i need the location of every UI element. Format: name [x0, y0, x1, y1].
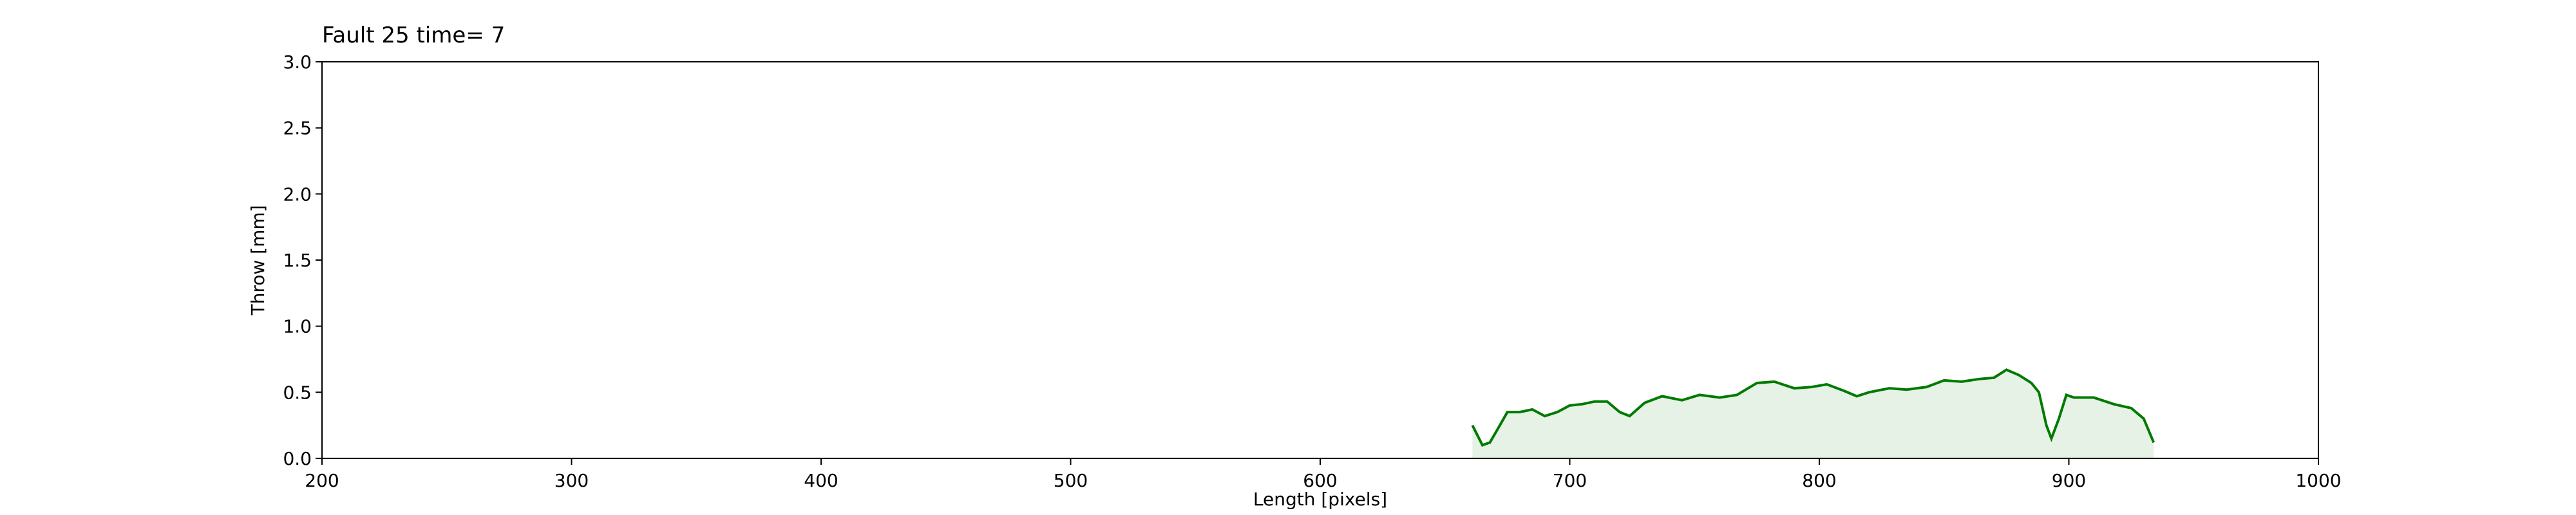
- y-tick-label: 3.0: [283, 52, 312, 73]
- y-axis-label: Throw [mm]: [247, 205, 269, 315]
- x-tick-label: 200: [305, 470, 339, 491]
- x-tick-label: 800: [1802, 470, 1836, 491]
- area: [1472, 370, 2154, 458]
- x-tick-label: 900: [2052, 470, 2086, 491]
- x-tick-label: 1000: [2295, 470, 2341, 491]
- x-tick-label: 400: [804, 470, 838, 491]
- y-tick-label: 2.5: [283, 118, 312, 139]
- y-tick-label: 1.0: [283, 316, 312, 337]
- y-tick-label: 1.5: [283, 250, 312, 271]
- y-tick-label: 2.0: [283, 183, 312, 205]
- x-axis-label: Length [pixels]: [1253, 489, 1387, 510]
- chart-title: Fault 25 time= 7: [322, 23, 505, 48]
- line: [1471, 368, 2155, 447]
- y-tick-label: 0.5: [283, 382, 312, 403]
- x-tick-label: 500: [1054, 470, 1088, 491]
- x-tick-label: 600: [1303, 470, 1337, 491]
- x-tick-label: 300: [554, 470, 589, 491]
- x-tick-label: 700: [1553, 470, 1587, 491]
- y-tick-label: 0.0: [283, 448, 312, 469]
